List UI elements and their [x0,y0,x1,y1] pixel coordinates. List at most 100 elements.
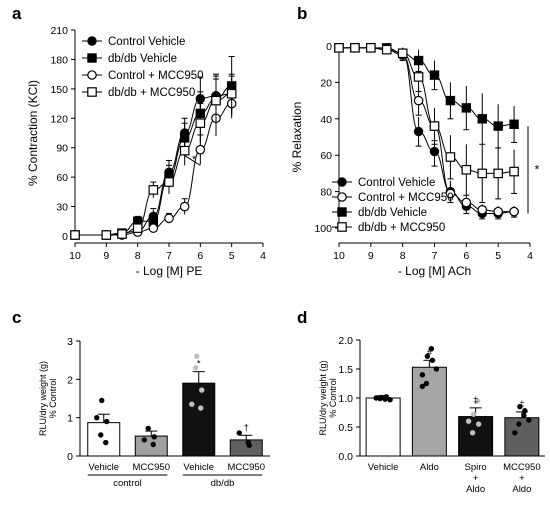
legend-marker [337,192,347,202]
y-tick-label: 1.0 [338,393,353,405]
y-axis-subtitle: % Control [48,379,58,419]
x-tick-label: 8 [135,250,141,262]
individual-point [428,346,435,352]
x-tick-label: 7 [166,250,172,262]
category-label: Vehicle [183,462,214,473]
y-tick-label: 120 [50,113,68,125]
data-point [164,177,174,187]
individual-point [419,372,426,378]
panel-a: 10 9 8 7 6 5 4 0 30 60 90 120 150 180 210 - Log [M] PE%… [26,25,266,278]
individual-point [99,397,105,404]
data-point [179,145,190,156]
significance-marker: ‡ [519,399,524,410]
bar-2 [458,416,494,457]
individual-point [424,353,431,359]
category-label: Aldo [420,462,439,473]
x-tick-label: 10 [69,250,81,262]
group-label-0: control [113,478,142,489]
individual-point [512,430,518,436]
individual-point [521,412,527,419]
data-point [493,206,503,217]
y-tick-label: 2.0 [338,335,353,347]
data-point [461,103,472,113]
y-tick-label: 150 [50,84,68,96]
y-axis-title: RLU/dry weight (g) [38,361,48,436]
y-tick-label: 0 [67,451,73,463]
x-tick-label: 5 [495,250,501,262]
y-axis-title: % Contraction (KCl) [26,80,40,186]
data-point [397,48,408,59]
legend-marker [87,53,97,63]
data-point [445,95,456,106]
y-tick-label: 210 [50,25,68,37]
legend-marker [337,222,347,232]
individual-point [145,425,151,432]
individual-point [236,430,242,436]
y-tick-label: 20 [320,77,332,89]
individual-point [246,442,252,448]
individual-point [189,401,195,407]
significance-marker: # [427,347,433,358]
legend-marker [337,207,347,217]
y-axis-subtitle: % Control [328,378,338,418]
category-label: Vehicle [368,462,399,473]
data-point [101,230,112,240]
legend-entry-3: db/db + MCC950 [108,87,195,99]
legend-entry-1: db/db Vehicle [108,53,177,65]
x-tick-label: 9 [103,250,109,262]
x-tick-label: 4 [527,250,533,262]
data-point [117,229,127,239]
legend-entry-3: db/db + MCC950 [358,222,445,234]
individual-point [517,404,523,410]
data-point [445,188,456,199]
y-tick-label: 30 [56,202,68,214]
x-axis-title: - Log [M] ACh [398,264,471,278]
data-point [413,72,424,82]
data-point [477,205,488,215]
individual-point [98,432,104,438]
legend-entry-1: Control + MCC950 [358,192,454,204]
significance-marker: † [244,422,249,433]
data-point [509,166,519,177]
y-tick-label: 1.5 [338,364,353,376]
data-point [445,152,456,162]
y-tick-label: 90 [56,143,68,155]
category-label: Aldo [466,484,485,495]
y-tick-label: 1 [67,413,73,425]
legend-entry-0: Control Vehicle [108,36,185,48]
data-point [493,121,503,131]
bar-3 [504,417,540,457]
x-tick-label: 7 [432,250,438,262]
significance-marker: ‡ [473,395,478,406]
category-label: Vehicle [88,462,119,473]
x-tick-label: 4 [260,250,266,262]
bar-2 [182,382,216,457]
individual-point [193,365,199,371]
data-point [429,146,440,157]
significance-marker: * [197,359,201,370]
data-point [70,230,80,240]
series-curve-3 [75,93,232,236]
data-point [366,43,376,53]
y-tick-label: 3 [67,336,73,348]
category-label: MCC950 [133,462,171,473]
data-point [350,43,360,53]
individual-point [103,439,109,446]
data-point [381,44,392,55]
panel-letter-d: d [297,308,307,327]
x-tick-label: 6 [197,250,203,262]
individual-point [469,430,476,436]
individual-point [429,357,436,363]
y-tick-label: 180 [50,54,68,66]
individual-point [383,394,389,400]
individual-point [475,421,482,427]
significance-marker: * [535,162,540,176]
data-point [461,164,472,175]
category-label: Aldo [512,484,531,495]
significance-line [184,155,201,166]
panel-letter-c: c [12,308,21,327]
individual-point [522,408,528,414]
x-axis-title: - Log [M] PE [136,264,203,278]
data-point [477,114,487,124]
data-point [148,185,159,195]
